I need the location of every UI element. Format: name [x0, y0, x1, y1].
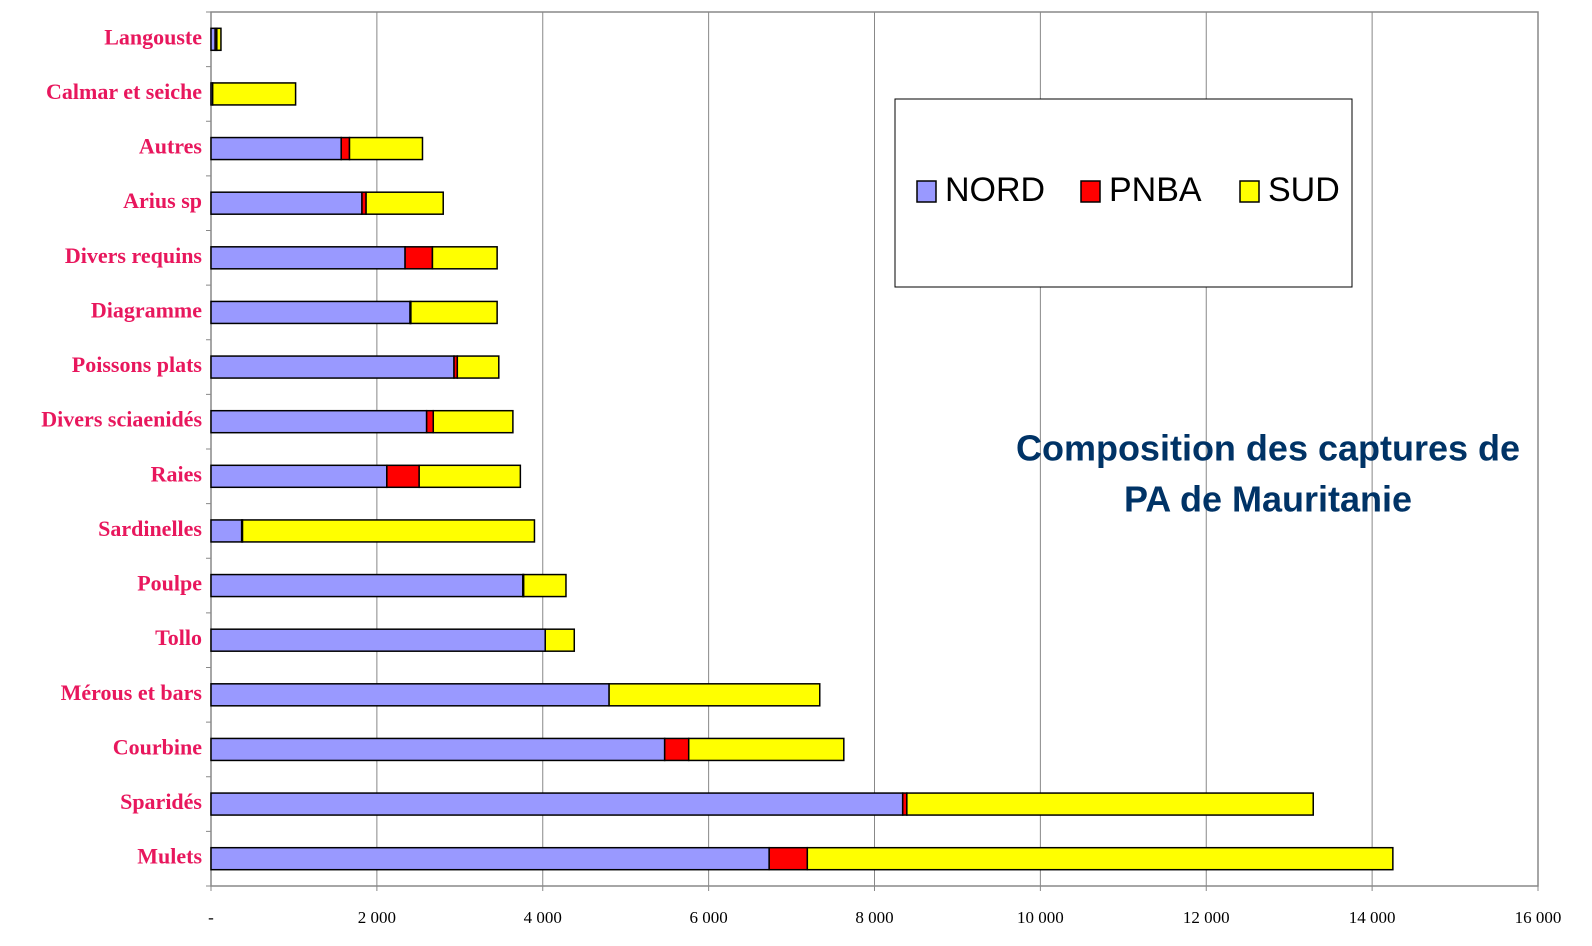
bar-segment — [608, 683, 821, 707]
legend-swatch — [1080, 180, 1101, 203]
bar-segment — [241, 519, 536, 543]
bar-segment — [210, 519, 243, 543]
bar-segment — [210, 464, 388, 489]
y-tick-label: Arius sp — [123, 188, 202, 213]
legend-label: SUD — [1268, 171, 1340, 209]
bar-segment — [210, 191, 363, 215]
bar-segment — [210, 246, 406, 270]
y-tick-label: Mérous et bars — [61, 680, 203, 705]
y-tick-label: Raies — [151, 461, 203, 486]
bar-segment — [386, 464, 420, 489]
bar-segment — [418, 464, 522, 489]
bar-segment — [210, 136, 342, 161]
x-tick-label: 8 000 — [855, 908, 893, 927]
bar-segment — [211, 82, 297, 106]
y-tick-label: Langouste — [104, 24, 202, 49]
x-tick-label: 2 000 — [358, 908, 396, 927]
bar-segment — [522, 573, 567, 598]
y-tick-label: Sardinelles — [98, 516, 202, 541]
y-tick-label: Tollo — [155, 625, 202, 650]
chart-title: PA de Mauritanie — [1124, 479, 1412, 520]
y-tick-label: Diagramme — [91, 297, 202, 322]
bar-segment — [210, 573, 524, 598]
bar-segment — [768, 846, 809, 871]
y-tick-label: Sparidés — [120, 789, 202, 814]
bar-segment — [216, 27, 222, 52]
bar-segment — [404, 246, 434, 270]
x-tick-label: - — [208, 908, 214, 927]
y-tick-label: Mulets — [137, 844, 202, 869]
x-tick-label: 6 000 — [690, 908, 728, 927]
legend-label: NORD — [945, 171, 1045, 209]
legend-box — [894, 98, 1353, 288]
bar-segment — [456, 355, 500, 379]
bar-segment — [431, 246, 498, 270]
bar-segment — [210, 846, 770, 871]
legend-swatch — [916, 180, 937, 203]
y-tick-label: Courbine — [113, 734, 202, 759]
bar-segment — [663, 737, 690, 762]
bar-segment — [210, 737, 666, 762]
bar-segment — [365, 191, 444, 215]
bar-segment — [340, 136, 351, 161]
bar-segment — [210, 300, 411, 325]
bar-segment — [210, 355, 455, 379]
y-tick-label: Divers requins — [65, 243, 203, 268]
y-tick-label: Divers sciaenidés — [41, 407, 202, 432]
x-tick-label: 12 000 — [1183, 908, 1230, 927]
legend-swatch — [1239, 180, 1260, 203]
y-tick-label: Autres — [139, 134, 203, 159]
legend-label: PNBA — [1109, 171, 1202, 209]
bar-segment — [410, 300, 498, 325]
y-tick-label: Poulpe — [137, 571, 202, 596]
bar-segment — [425, 409, 435, 434]
bar-segment — [806, 846, 1394, 871]
bar-segment — [348, 136, 424, 161]
bar-segment — [687, 737, 845, 762]
bar-segment — [210, 409, 428, 434]
bar-segment — [210, 792, 904, 816]
bar-segment — [544, 628, 576, 652]
x-tick-label: 4 000 — [524, 908, 562, 927]
x-tick-label: 10 000 — [1017, 908, 1064, 927]
bar-segment — [906, 792, 1314, 816]
bar-segment — [432, 409, 514, 434]
y-tick-label: Poissons plats — [72, 352, 203, 377]
x-tick-label: 14 000 — [1349, 908, 1396, 927]
x-tick-label: 16 000 — [1515, 908, 1562, 927]
chart-title: Composition des captures de — [1016, 428, 1520, 469]
y-tick-label: Calmar et seiche — [46, 79, 202, 104]
bar-segment — [210, 683, 610, 707]
bar-segment — [210, 628, 546, 652]
